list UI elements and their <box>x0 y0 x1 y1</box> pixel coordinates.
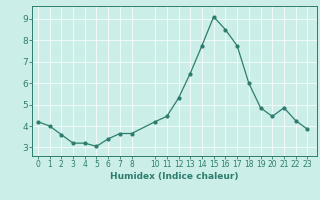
X-axis label: Humidex (Indice chaleur): Humidex (Indice chaleur) <box>110 172 239 181</box>
